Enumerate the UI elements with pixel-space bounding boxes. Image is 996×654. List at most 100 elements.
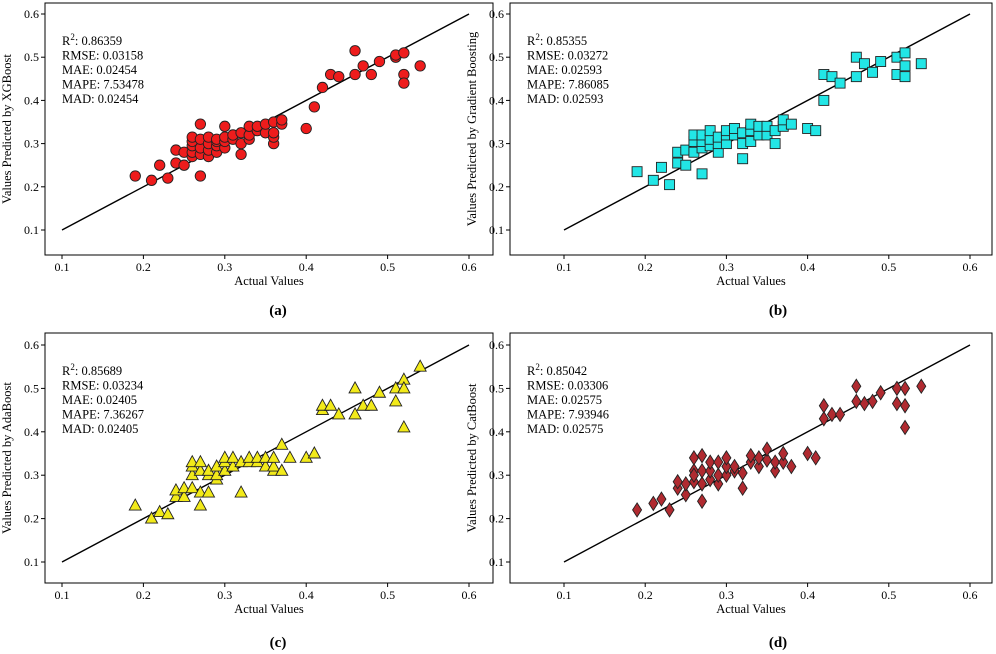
data-point (218, 450, 232, 463)
data-point (655, 161, 667, 173)
data-point (899, 71, 911, 83)
data-point (323, 398, 338, 411)
chart-panel-3: 0.1 0.1 0.2 0.2 0.3 0.3 0.4 0.4 0.5 0.5 0.6 0.6 Actu… (0, 332, 494, 651)
y-tick-label: 0.6 (489, 338, 504, 352)
y-tick-label: 0.1 (489, 223, 504, 237)
data-point (414, 60, 426, 72)
data-point (397, 380, 411, 394)
stat-mape: MAPE: 7.86085 (527, 78, 609, 92)
y-tick-label: 0.4 (489, 425, 504, 439)
x-tick-label: 0.2 (638, 588, 653, 602)
y-tick-label: 0.2 (489, 180, 504, 194)
y-tick-label: 0.5 (489, 50, 504, 64)
data-point (333, 70, 345, 83)
data-point (349, 68, 361, 81)
data-point (688, 467, 699, 484)
stat-r2: R2: 0.85355 (527, 32, 587, 48)
y-tick-label: 0.1 (24, 223, 39, 237)
data-point (308, 101, 320, 113)
data-point (850, 51, 862, 63)
data-point (316, 81, 329, 94)
data-point (705, 454, 716, 471)
data-point (680, 159, 692, 171)
y-tick-label: 0.6 (24, 7, 39, 21)
data-point (786, 458, 797, 475)
stat-mae: MAE: 0.02593 (527, 63, 602, 77)
data-point (900, 397, 911, 414)
data-point (737, 153, 749, 165)
data-point (697, 476, 708, 492)
data-point (234, 485, 248, 498)
data-point (398, 47, 410, 59)
data-point (194, 118, 207, 130)
stat-mape: MAPE: 7.93946 (527, 408, 609, 422)
x-tick-label: 0.4 (800, 588, 815, 602)
data-point (858, 58, 870, 70)
data-point (348, 407, 362, 420)
data-point (900, 380, 911, 397)
data-point (705, 463, 716, 479)
data-point (632, 502, 643, 518)
x-tick-label: 0.5 (881, 260, 896, 274)
data-point (283, 450, 297, 463)
x-tick-label: 0.6 (462, 260, 477, 274)
data-point (697, 493, 708, 510)
y-tick-label: 0.6 (24, 338, 39, 352)
data-point (145, 174, 158, 186)
stat-mad: MAD: 0.02575 (527, 422, 603, 436)
panel-caption: (c) (270, 635, 287, 651)
y-tick-label: 0.3 (489, 137, 504, 151)
data-point (850, 71, 862, 83)
x-axis-title: Actual Values (716, 274, 786, 288)
data-point (250, 450, 265, 463)
y-axis-title: Values Predicted by XGBoost (0, 54, 14, 204)
data-point (178, 159, 190, 171)
data-point (235, 148, 247, 161)
x-tick-label: 0.5 (380, 588, 395, 602)
data-point (349, 45, 361, 57)
data-point (152, 504, 167, 518)
data-point (818, 94, 830, 106)
data-point (276, 114, 288, 126)
data-point (737, 465, 748, 481)
data-point (177, 489, 191, 502)
data-point (697, 463, 708, 479)
data-point (680, 486, 691, 503)
panel-caption: (a) (269, 303, 287, 319)
chart-panel-4: 0.1 0.1 0.2 0.2 0.3 0.3 0.4 0.4 0.5 0.5 0.6 0.6 Actu… (465, 332, 993, 651)
data-point (226, 450, 240, 463)
x-tick-label: 0.2 (638, 260, 653, 274)
x-tick-label: 0.2 (136, 588, 151, 602)
x-tick-label: 0.3 (719, 260, 734, 274)
data-point (818, 410, 829, 427)
x-tick-label: 0.1 (557, 588, 572, 602)
data-point (753, 450, 764, 466)
data-point (851, 393, 862, 410)
y-tick-label: 0.3 (24, 468, 39, 482)
stat-rmse: RMSE: 0.03234 (62, 379, 144, 393)
data-point (664, 179, 676, 191)
data-point (672, 473, 683, 490)
stat-mape: MAPE: 7.36267 (62, 408, 144, 422)
data-point (372, 385, 387, 398)
y-tick-label: 0.1 (24, 555, 39, 569)
y-tick-label: 0.3 (489, 468, 504, 482)
data-point (785, 118, 797, 130)
x-tick-label: 0.3 (719, 588, 734, 602)
data-point (721, 467, 732, 484)
data-point (201, 485, 216, 498)
data-point (810, 125, 822, 137)
data-point (778, 454, 789, 471)
data-point (875, 384, 886, 401)
data-point (916, 378, 927, 395)
data-point (899, 60, 911, 72)
data-point (697, 447, 708, 464)
data-point (242, 450, 256, 463)
data-point (867, 66, 879, 78)
data-point (307, 446, 322, 459)
data-point (128, 498, 143, 511)
data-point (656, 491, 667, 507)
x-tick-label: 0.6 (963, 260, 978, 274)
data-point (713, 467, 724, 484)
x-tick-label: 0.4 (299, 588, 314, 602)
